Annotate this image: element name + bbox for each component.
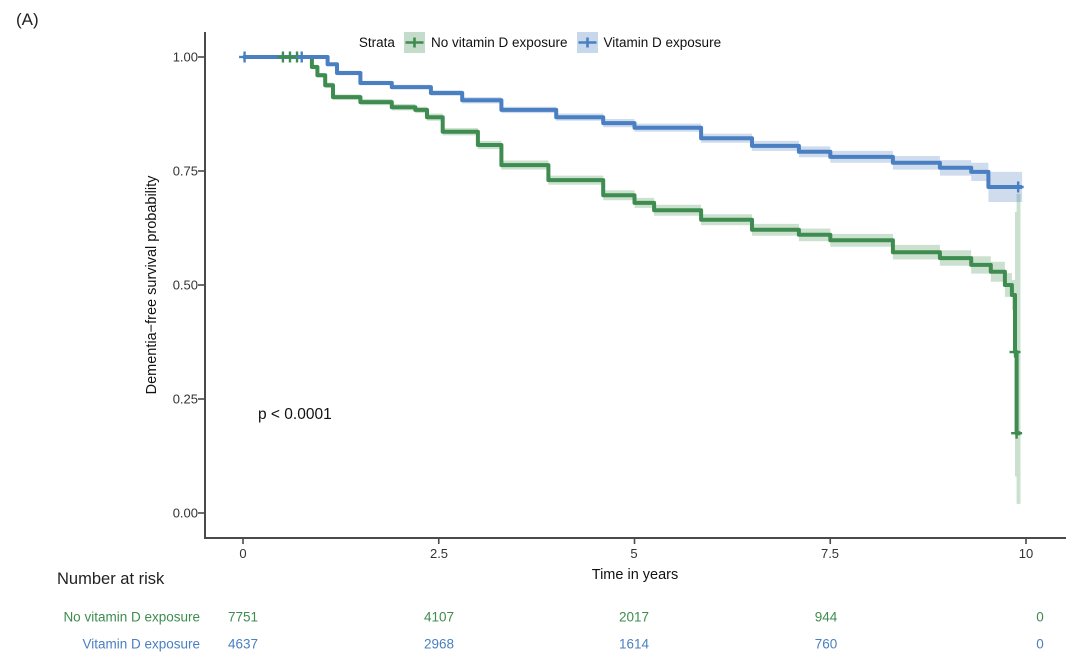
risk-value: 4107 [423, 609, 455, 625]
legend-item-no-vitamin-d: No vitamin D exposure [403, 32, 568, 53]
y-tick-label: 0.00 [172, 505, 198, 521]
risk-value: 0 [1036, 609, 1044, 625]
x-tick-label: 0 [239, 546, 247, 561]
risk-value: 1614 [618, 636, 650, 652]
x-tick-label: 7.5 [820, 546, 840, 561]
y-tick-label: 0.50 [172, 277, 198, 293]
x-axis-title: Time in years [591, 567, 679, 583]
risk-value: 0 [1036, 636, 1044, 652]
risk-row-label-vitamin-d: Vitamin D exposure [82, 636, 200, 652]
y-tick-label: 0.75 [172, 163, 198, 179]
x-tick-label: 2.5 [429, 546, 449, 561]
risk-value: 4637 [227, 636, 259, 652]
risk-value: 760 [814, 636, 838, 652]
y-tick-label: 1.00 [172, 49, 198, 65]
p-value-annotation: p < 0.0001 [258, 406, 332, 423]
legend-title: Strata [358, 35, 395, 50]
legend: Strata No vitamin D exposure Vitamin D e… [0, 32, 1080, 53]
legend-label: Vitamin D exposure [603, 35, 722, 50]
legend-key-blue-icon [576, 32, 598, 53]
panel-label: (A) [16, 10, 39, 29]
risk-row-label-no-vitamin-d: No vitamin D exposure [63, 609, 200, 625]
risk-value: 2017 [618, 609, 650, 625]
risk-value: 944 [814, 609, 838, 625]
y-axis-line [204, 32, 206, 538]
y-tick-label: 0.25 [172, 391, 198, 407]
legend-key-green-icon [403, 32, 425, 53]
legend-item-vitamin-d: Vitamin D exposure [576, 32, 722, 53]
x-tick-label: 10 [1018, 546, 1034, 561]
risk-table-title: Number at risk [57, 570, 165, 588]
risk-value: 2968 [423, 636, 455, 652]
x-tick-label: 5 [630, 546, 638, 561]
legend-label: No vitamin D exposure [430, 35, 568, 50]
risk-value: 7751 [227, 609, 259, 625]
x-axis-line [204, 537, 1066, 539]
